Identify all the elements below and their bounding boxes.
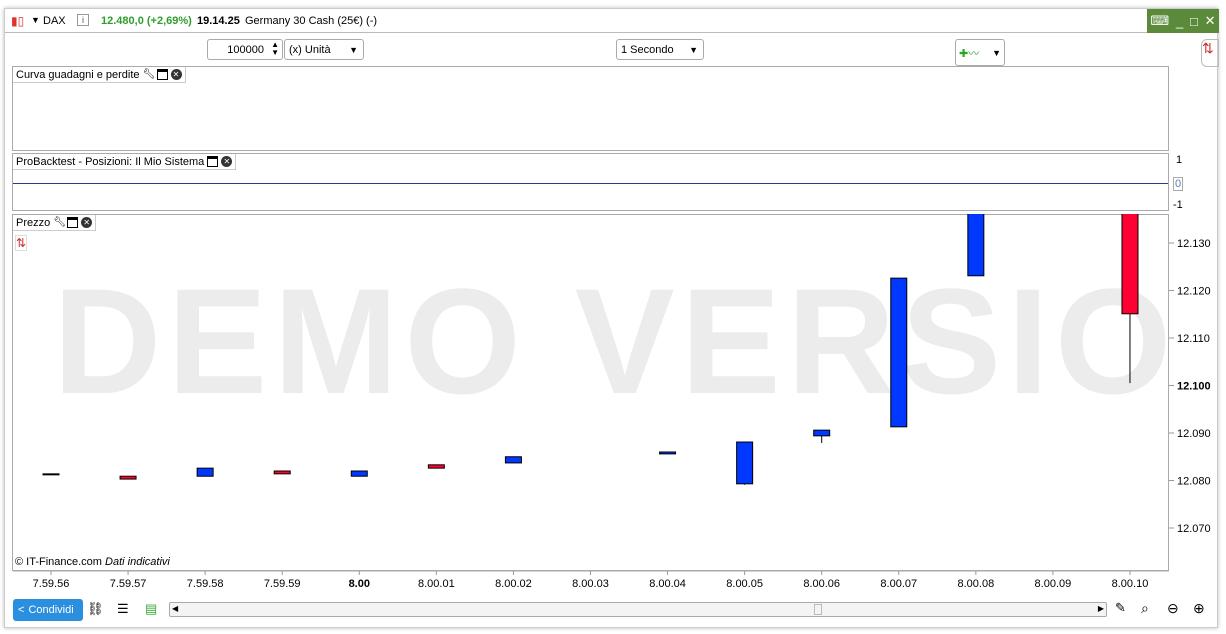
window-icon[interactable] <box>67 217 79 228</box>
scroll-thumb[interactable] <box>814 604 822 615</box>
time: 19.14.25 <box>197 15 240 27</box>
y-tick-label: 12.070 <box>1177 523 1211 535</box>
axis-label: 1 <box>1176 154 1183 166</box>
minimize-button[interactable]: _ <box>1175 13 1184 29</box>
panel-title: Prezzo <box>16 216 51 229</box>
y-tick-label: 12.100 <box>1177 381 1211 393</box>
keyboard-icon[interactable]: ⌨ <box>1150 13 1170 28</box>
indicators-button[interactable]: ✚〰 ▼ <box>955 39 1005 66</box>
trading-panel-toggle-icon[interactable]: ⇅ <box>1201 39 1219 67</box>
stepper-arrows-icon[interactable]: ▲ ▼ <box>271 40 279 57</box>
scroll-right-icon[interactable]: ▶ <box>1097 604 1104 613</box>
chevron-down-icon[interactable]: ▼ <box>31 15 40 25</box>
chevron-down-icon: ▼ <box>349 44 358 55</box>
zoom-in-icon[interactable]: ⊕ <box>1193 600 1205 616</box>
order-book-icon[interactable]: ▤ <box>145 601 158 616</box>
horizontal-scrollbar[interactable]: ◀ ▶ <box>169 602 1107 617</box>
unit-select[interactable]: (x) Unità ▼ <box>284 39 364 60</box>
x-tick-label: 8.00.01 <box>418 578 455 590</box>
pnl-panel: Curva guadagni e perdite 🔧︎ ✕ <box>12 66 1169 151</box>
instrument-name[interactable]: DAX <box>43 15 66 27</box>
axis-label: -1 <box>1173 199 1183 211</box>
close-icon[interactable]: ✕ <box>81 217 93 228</box>
x-tick-label: 7.59.56 <box>33 578 70 590</box>
x-tick-label: 8.00.04 <box>649 578 686 590</box>
price-panel: DEMO VERSION Prezzo 🔧︎ ✕ ⇅ © IT-Finance.co… <box>12 214 1169 571</box>
x-tick-label: 8.00 <box>349 578 370 590</box>
drawing-tool-icon[interactable]: ✎ <box>1115 600 1126 615</box>
scroll-left-icon[interactable]: ◀ <box>172 604 179 613</box>
quantity-value[interactable]: 100000 <box>227 43 264 56</box>
x-tick-label: 7.59.57 <box>110 578 147 590</box>
x-tick-label: 7.59.59 <box>264 578 301 590</box>
x-tick-label: 8.00.10 <box>1112 578 1149 590</box>
unit-value: (x) Unità <box>289 43 331 56</box>
chevron-down-icon: ▼ <box>689 44 698 55</box>
wrench-icon[interactable]: 🔧︎ <box>142 69 156 80</box>
y-tick-label: 12.110 <box>1177 333 1210 345</box>
x-tick-label: 8.00.06 <box>803 578 840 590</box>
indicators-icon: ✚〰 <box>959 47 980 60</box>
x-tick-label: 7.59.58 <box>187 578 224 590</box>
price-change: 12.480,0 (+2,69%) <box>101 15 192 27</box>
maximize-button[interactable]: □ <box>1189 13 1198 29</box>
copyright: © IT-Finance.com Dati indicativi <box>15 556 170 568</box>
watermark: DEMO VERSION <box>53 257 1169 425</box>
y-tick-label: 12.080 <box>1177 476 1211 488</box>
y-tick-label: 12.120 <box>1177 286 1211 298</box>
y-tick-label: 12.090 <box>1177 428 1211 440</box>
window-icon[interactable] <box>156 69 168 80</box>
y-tick-label: 12.130 <box>1177 238 1211 250</box>
window-icon[interactable] <box>207 156 219 167</box>
trading-window: ▮▯ ▼ DAX i 12.480,0 (+2,69%) 19.14.25 Ge… <box>4 8 1219 628</box>
x-tick-label: 8.00.02 <box>495 578 532 590</box>
wrench-icon[interactable]: 🔧︎ <box>53 217 66 228</box>
share-button[interactable]: < Condividi <box>13 599 83 621</box>
position-line <box>13 183 1168 184</box>
zoom-fit-icon[interactable]: ⌕ <box>1141 600 1149 616</box>
copyright-text: © IT-Finance.com <box>15 556 102 568</box>
interval-select[interactable]: 1 Secondo ▼ <box>616 39 704 60</box>
zoom-out-icon[interactable]: ⊖ <box>1167 600 1179 616</box>
interval-value: 1 Secondo <box>621 43 674 56</box>
panel-title: ProBacktest - Posizioni: Il Mio Sistema <box>16 155 205 168</box>
link-candles-icon[interactable]: ⛓ <box>87 601 104 616</box>
auto-trading-icon[interactable]: ⇅ <box>15 235 28 251</box>
close-icon[interactable]: ✕ <box>170 69 182 80</box>
axis-label: 0 <box>1173 177 1184 191</box>
instrument-description: Germany 30 Cash (25€) (-) <box>245 15 378 27</box>
x-tick-label: 8.00.09 <box>1035 578 1072 590</box>
x-tick-label: 8.00.03 <box>572 578 609 590</box>
share-icon: < <box>18 604 25 616</box>
positions-panel: ProBacktest - Posizioni: Il Mio Sistema ✕ <box>12 153 1169 211</box>
info-icon[interactable]: i <box>77 14 89 26</box>
positions-panel-header: ProBacktest - Posizioni: Il Mio Sistema ✕ <box>13 154 237 170</box>
list-icon[interactable]: ☰ <box>117 601 129 616</box>
chevron-down-icon: ▼ <box>992 47 1001 58</box>
x-tick-label: 8.00.05 <box>726 578 763 590</box>
close-button[interactable]: ✕ <box>1204 13 1216 28</box>
share-label: Condividi <box>28 604 74 616</box>
x-tick-label: 8.00.08 <box>957 578 994 590</box>
x-tick-label: 8.00.07 <box>880 578 917 590</box>
window-controls: ⌨ _ □ ✕ <box>1147 9 1219 33</box>
title-bar: ▮▯ ▼ DAX i 12.480,0 (+2,69%) 19.14.25 Ge… <box>5 9 1219 33</box>
quantity-stepper[interactable]: 100000 ▲ ▼ <box>207 39 283 60</box>
pnl-panel-header: Curva guadagni e perdite 🔧︎ ✕ <box>13 67 186 83</box>
close-icon[interactable]: ✕ <box>221 156 233 167</box>
panel-title: Curva guadagni e perdite <box>16 68 140 81</box>
candlestick-icon[interactable]: ▮▯ <box>11 14 25 28</box>
price-panel-header: Prezzo 🔧︎ ✕ <box>13 215 97 231</box>
disclaimer-text: Dati indicativi <box>105 556 170 568</box>
